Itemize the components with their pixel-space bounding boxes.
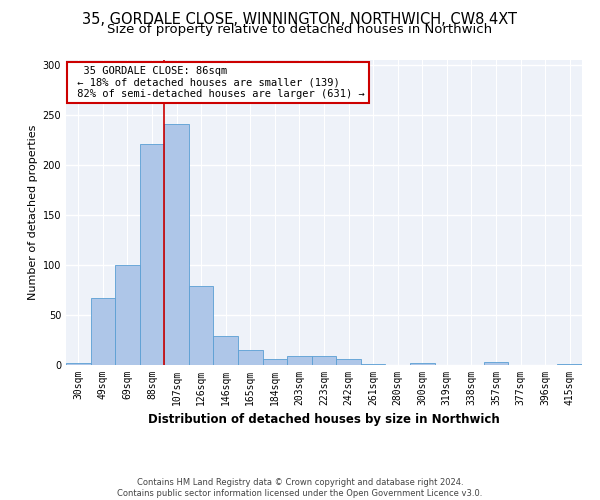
Bar [263,359,287,365]
Bar [164,124,189,365]
Bar [189,286,214,365]
Bar [115,265,140,365]
Bar [214,336,238,365]
Bar [287,356,312,365]
Text: 35 GORDALE CLOSE: 86sqm  
 ← 18% of detached houses are smaller (139)
 82% of se: 35 GORDALE CLOSE: 86sqm ← 18% of detache… [71,66,365,100]
Bar [336,359,361,365]
Bar [361,364,385,365]
Bar [140,144,164,365]
Bar [238,350,263,365]
Text: Size of property relative to detached houses in Northwich: Size of property relative to detached ho… [107,22,493,36]
Bar [312,356,336,365]
Bar [91,298,115,365]
Bar [557,364,582,365]
X-axis label: Distribution of detached houses by size in Northwich: Distribution of detached houses by size … [148,414,500,426]
Text: Contains HM Land Registry data © Crown copyright and database right 2024.
Contai: Contains HM Land Registry data © Crown c… [118,478,482,498]
Y-axis label: Number of detached properties: Number of detached properties [28,125,38,300]
Bar [66,363,91,365]
Bar [410,363,434,365]
Bar [484,362,508,365]
Text: 35, GORDALE CLOSE, WINNINGTON, NORTHWICH, CW8 4XT: 35, GORDALE CLOSE, WINNINGTON, NORTHWICH… [83,12,517,28]
